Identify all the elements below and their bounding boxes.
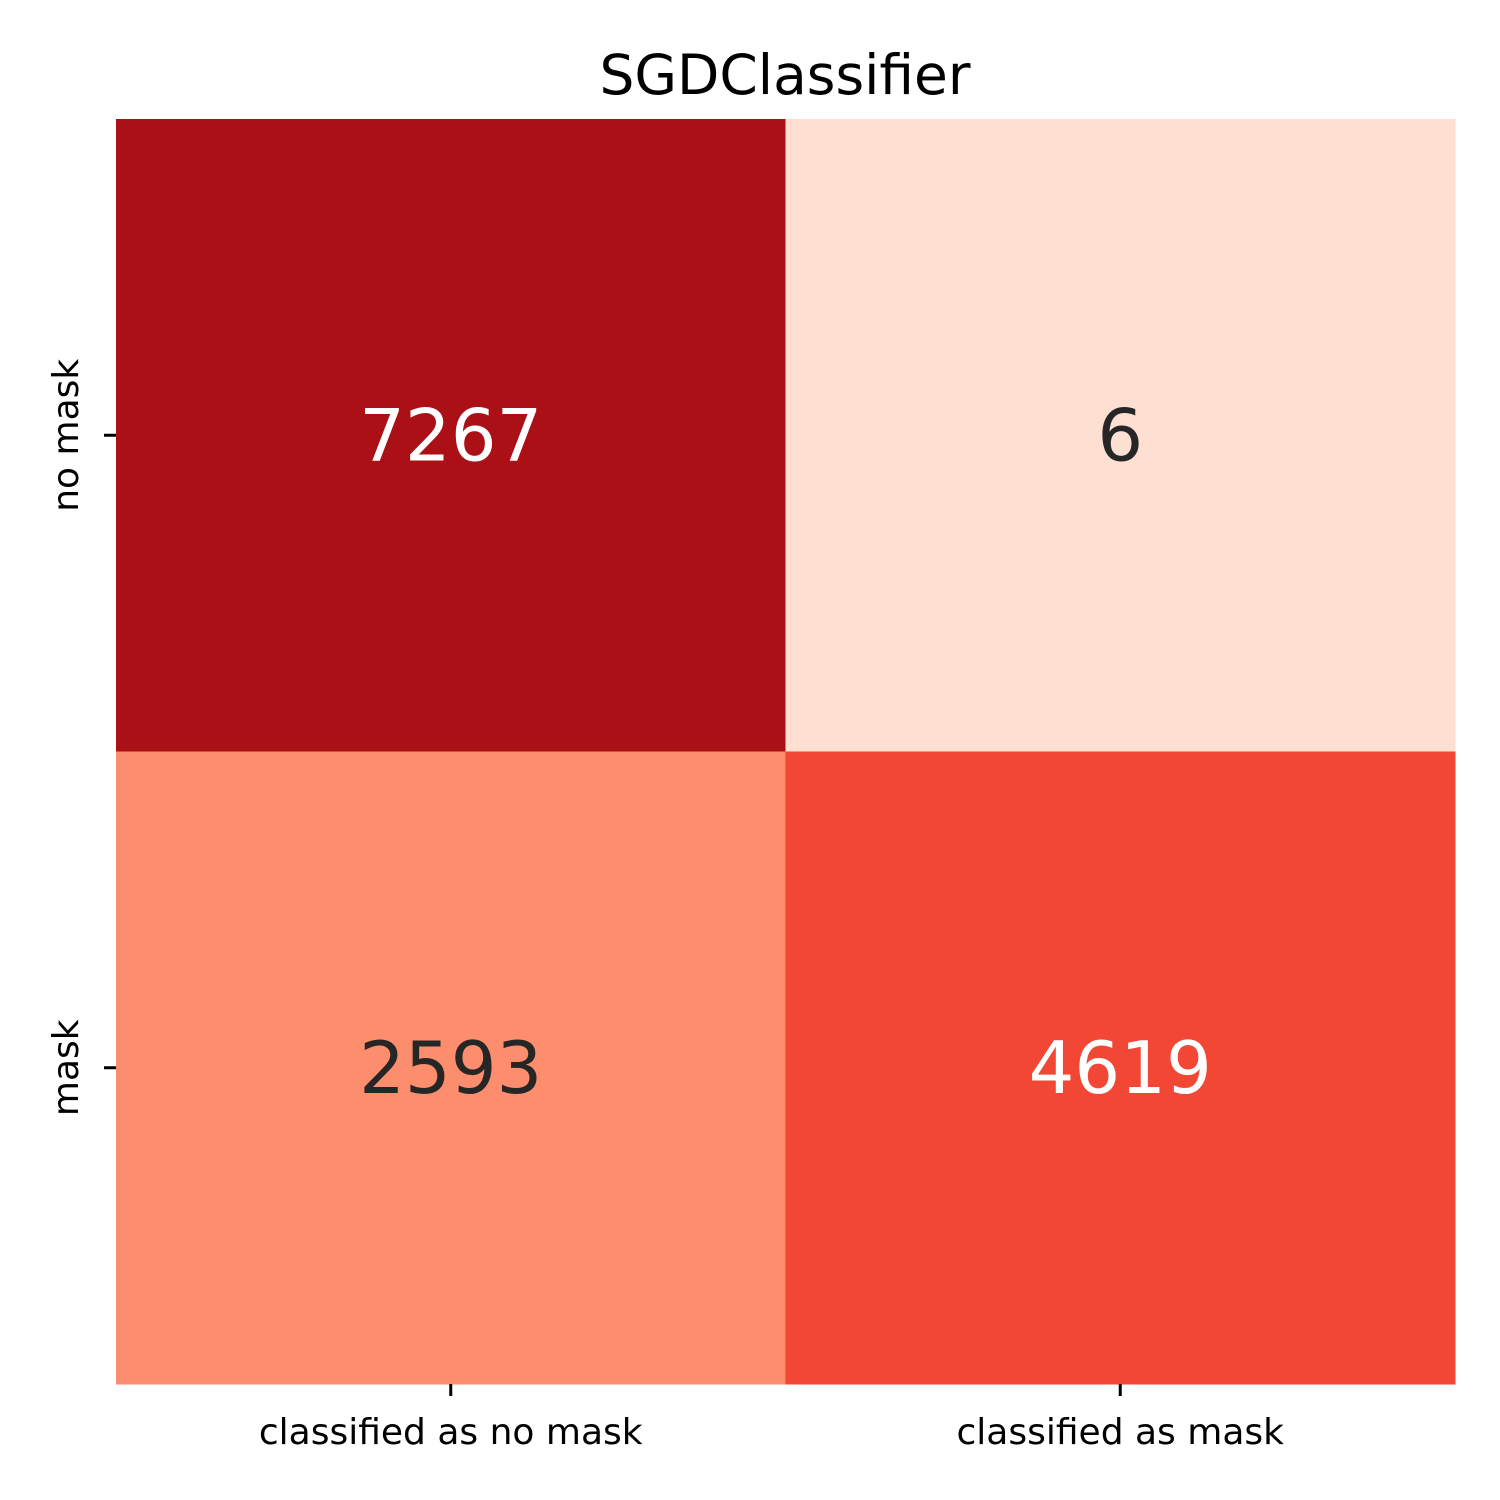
cell-value-r0-c0: 7267 bbox=[359, 393, 542, 477]
heatmap-cell-r0-c1 bbox=[785, 119, 1456, 752]
y-axis: no mask mask bbox=[46, 359, 116, 1116]
chart-title: SGDClassifier bbox=[600, 43, 971, 107]
y-tick-label-0: no mask bbox=[46, 359, 87, 512]
cell-value-r1-c0: 2593 bbox=[359, 1026, 542, 1110]
x-tick-label-0: classified as no mask bbox=[259, 1412, 643, 1453]
y-tick-label-1: mask bbox=[46, 1019, 87, 1116]
heatmap-cell-r0-c0 bbox=[116, 119, 786, 752]
heatmap-cell-r1-c0 bbox=[116, 751, 786, 1385]
x-tick-label-1: classified as mask bbox=[957, 1412, 1285, 1453]
cell-annotations: 7267 6 2593 4619 bbox=[359, 393, 1212, 1110]
cell-value-r0-c1: 6 bbox=[1097, 393, 1143, 477]
cell-value-r1-c1: 4619 bbox=[1029, 1026, 1212, 1110]
x-axis: classified as no mask classified as mask bbox=[259, 1384, 1284, 1453]
heatmap-cells bbox=[116, 119, 1456, 1385]
heatmap-cell-r1-c1 bbox=[785, 751, 1456, 1385]
